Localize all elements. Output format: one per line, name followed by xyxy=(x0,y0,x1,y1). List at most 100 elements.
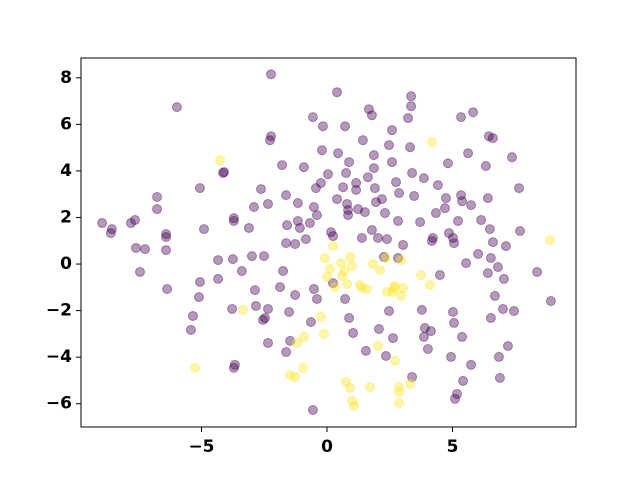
point xyxy=(461,258,472,269)
point xyxy=(407,371,418,382)
point xyxy=(297,362,308,373)
point xyxy=(380,252,391,263)
point xyxy=(263,337,274,348)
point xyxy=(281,347,292,358)
point xyxy=(493,351,504,362)
point xyxy=(473,249,484,260)
point xyxy=(275,282,286,293)
point xyxy=(373,323,384,334)
point xyxy=(340,121,351,132)
point xyxy=(215,155,226,166)
point xyxy=(292,198,303,209)
point xyxy=(442,158,453,169)
point xyxy=(282,220,293,231)
point xyxy=(330,282,341,293)
point xyxy=(266,131,277,142)
point xyxy=(152,191,163,202)
point xyxy=(228,215,239,226)
point xyxy=(419,323,430,334)
point xyxy=(348,327,359,338)
point xyxy=(328,278,339,289)
point xyxy=(393,215,404,226)
point xyxy=(366,110,377,121)
point xyxy=(405,378,416,389)
point xyxy=(372,340,383,351)
y-tick-label: 0 xyxy=(60,254,72,274)
point xyxy=(494,372,505,383)
point xyxy=(318,328,329,339)
y-tick-label: 8 xyxy=(60,68,72,88)
point xyxy=(545,296,556,307)
point xyxy=(515,225,526,236)
point xyxy=(487,133,498,144)
point xyxy=(300,234,311,245)
point xyxy=(363,104,374,115)
point xyxy=(304,218,315,229)
point xyxy=(500,241,511,252)
point xyxy=(285,369,296,380)
point xyxy=(449,238,460,249)
point xyxy=(281,238,292,249)
x-tick-label: 5 xyxy=(447,437,459,457)
point xyxy=(487,237,498,248)
point xyxy=(345,382,356,393)
point xyxy=(458,375,469,386)
point xyxy=(380,350,391,361)
point xyxy=(292,215,303,226)
point xyxy=(484,224,495,235)
point xyxy=(356,283,367,294)
point xyxy=(498,273,509,284)
point xyxy=(140,244,151,255)
point xyxy=(125,218,136,229)
point xyxy=(407,168,418,179)
point xyxy=(332,194,343,205)
point xyxy=(187,310,198,321)
point xyxy=(394,381,405,392)
point xyxy=(341,168,352,179)
point xyxy=(378,252,389,263)
point xyxy=(161,229,172,240)
point xyxy=(366,225,377,236)
point xyxy=(463,148,474,159)
point xyxy=(257,314,268,325)
point xyxy=(258,251,269,262)
point xyxy=(263,198,274,209)
point xyxy=(347,261,358,272)
point xyxy=(290,289,301,300)
point xyxy=(492,262,503,273)
point xyxy=(328,231,339,242)
point xyxy=(497,303,508,314)
point xyxy=(390,355,401,366)
point xyxy=(456,112,467,123)
point xyxy=(263,303,274,314)
point xyxy=(152,204,163,215)
point xyxy=(506,152,517,163)
point xyxy=(255,184,266,195)
x-tick-label: −5 xyxy=(188,437,214,457)
point xyxy=(339,266,350,277)
point xyxy=(405,142,416,153)
point xyxy=(97,218,108,229)
point xyxy=(298,331,309,342)
point xyxy=(189,362,200,373)
point xyxy=(398,239,409,250)
point xyxy=(485,252,496,263)
point xyxy=(185,324,196,335)
point xyxy=(439,203,450,214)
point xyxy=(468,107,479,118)
point xyxy=(315,311,326,322)
point xyxy=(326,227,337,238)
point xyxy=(432,180,443,191)
point xyxy=(344,157,355,168)
point xyxy=(353,204,364,215)
y-tick-label: 2 xyxy=(60,207,72,227)
point xyxy=(319,252,330,263)
point xyxy=(343,205,354,216)
point xyxy=(374,265,385,276)
point xyxy=(325,263,336,274)
point xyxy=(343,210,354,221)
point xyxy=(322,169,333,180)
point xyxy=(480,161,491,172)
point xyxy=(342,279,353,290)
point xyxy=(281,190,292,201)
